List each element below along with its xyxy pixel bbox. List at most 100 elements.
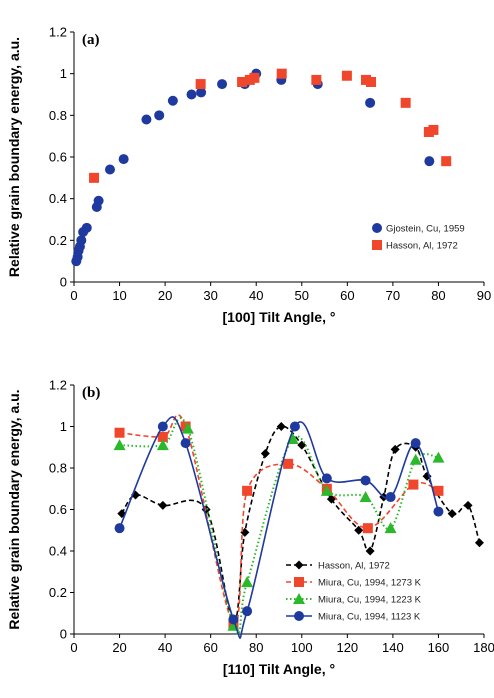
series-0 xyxy=(71,68,435,267)
data-point xyxy=(76,235,87,246)
x-tick-label: 40 xyxy=(249,288,263,303)
data-point xyxy=(311,74,322,85)
data-point xyxy=(359,491,372,503)
data-point xyxy=(408,479,419,490)
data-point xyxy=(276,422,286,431)
data-point xyxy=(321,473,332,484)
panel-b: 0 20 40 60 80 100 120 140 160 180 0 0.2 0.4 0.6 0.8 1 1.… xyxy=(6,378,494,678)
y-tick-label: 1 xyxy=(60,66,67,81)
x-axis-title: [100] Tilt Angle, ° xyxy=(223,309,336,325)
data-point xyxy=(217,79,228,90)
data-point xyxy=(320,484,333,496)
panel-label: (b) xyxy=(82,385,100,401)
series-3 xyxy=(114,416,444,639)
data-point xyxy=(141,114,152,125)
y-tick-label: 0.4 xyxy=(49,544,67,559)
data-point xyxy=(360,475,371,486)
series-2 xyxy=(113,417,445,635)
x-tick-label: 140 xyxy=(382,640,404,655)
x-tick-label: 80 xyxy=(431,288,445,303)
data-point xyxy=(365,546,375,556)
data-point xyxy=(237,77,248,87)
legend-marker xyxy=(372,240,382,250)
x-tick-label: 30 xyxy=(203,288,217,303)
data-point xyxy=(249,72,260,83)
legend: Gjostein, Cu, 1959 Hasson, Al, 1972 xyxy=(372,223,465,252)
x-tick-label: 20 xyxy=(158,288,172,303)
legend-entry: Hasson, Al, 1972 xyxy=(318,561,390,572)
legend-marker xyxy=(294,577,304,587)
x-tick-label: 60 xyxy=(203,640,217,655)
legend-marker xyxy=(372,223,382,233)
series-1 xyxy=(89,68,452,183)
x-tick-label: 60 xyxy=(340,288,354,303)
data-point xyxy=(432,451,445,463)
legend-entry: Miura, Cu, 1994, 1123 K xyxy=(318,612,421,623)
data-point xyxy=(385,492,396,503)
data-point xyxy=(167,95,178,106)
series-0 xyxy=(117,422,484,627)
data-point xyxy=(433,506,444,517)
x-tick-label: 120 xyxy=(336,640,358,655)
data-point xyxy=(428,124,439,135)
data-point xyxy=(384,522,397,534)
data-point xyxy=(260,448,270,458)
data-point xyxy=(400,97,411,108)
data-point xyxy=(158,500,168,510)
panel-label: (a) xyxy=(82,32,100,48)
y-tick-label: 0.4 xyxy=(49,191,67,206)
data-point xyxy=(113,439,126,451)
data-point xyxy=(242,606,253,617)
y-tick-label: 0 xyxy=(60,627,67,642)
data-point xyxy=(195,79,206,90)
data-point xyxy=(366,77,377,87)
data-point xyxy=(157,431,168,442)
legend-entry: Miura, Cu, 1994, 1273 K xyxy=(318,578,422,589)
data-point xyxy=(341,70,352,81)
data-point xyxy=(289,421,300,432)
data-point xyxy=(409,453,422,465)
data-point xyxy=(354,525,364,535)
data-point xyxy=(424,156,435,167)
x-tick-label: 0 xyxy=(70,288,77,303)
data-point xyxy=(463,500,473,510)
x-tick-label: 70 xyxy=(386,288,400,303)
data-point xyxy=(114,523,125,534)
x-tick-label: 0 xyxy=(70,640,77,655)
y-tick-label: 0.6 xyxy=(49,150,67,165)
y-tick-label: 0 xyxy=(60,275,67,290)
x-tick-label: 90 xyxy=(477,288,491,303)
y-tick-label: 0.6 xyxy=(49,502,67,517)
x-tick-label: 20 xyxy=(112,640,126,655)
data-point xyxy=(114,427,125,438)
data-point xyxy=(228,614,239,625)
data-point xyxy=(180,438,191,449)
y-tick-label: 1.2 xyxy=(49,25,67,40)
data-point xyxy=(474,538,484,548)
data-point xyxy=(81,222,92,233)
y-tick-label: 0.8 xyxy=(49,461,67,476)
x-tick-label: 180 xyxy=(473,640,494,655)
data-point xyxy=(196,87,207,98)
data-point xyxy=(181,422,194,434)
legend-entry: Gjostein, Cu, 1959 xyxy=(386,224,465,235)
x-tick-label: 10 xyxy=(112,288,126,303)
data-point xyxy=(410,438,421,449)
y-tick-label: 0.2 xyxy=(49,233,67,248)
legend-marker xyxy=(294,560,304,570)
legend-entry: Miura, Cu, 1994, 1223 K xyxy=(318,595,422,606)
data-point xyxy=(157,421,168,432)
x-axis-title: [110] Tilt Angle, ° xyxy=(223,661,335,677)
x-tick-label: 100 xyxy=(291,640,313,655)
data-point xyxy=(154,110,165,121)
data-point xyxy=(283,458,294,469)
data-point xyxy=(180,421,191,432)
data-point xyxy=(241,576,254,588)
y-tick-label: 1.2 xyxy=(49,378,67,393)
data-point xyxy=(186,89,197,100)
y-tick-label: 0.8 xyxy=(49,108,67,123)
data-point xyxy=(118,154,129,165)
data-point xyxy=(361,74,372,85)
data-point xyxy=(365,97,376,108)
